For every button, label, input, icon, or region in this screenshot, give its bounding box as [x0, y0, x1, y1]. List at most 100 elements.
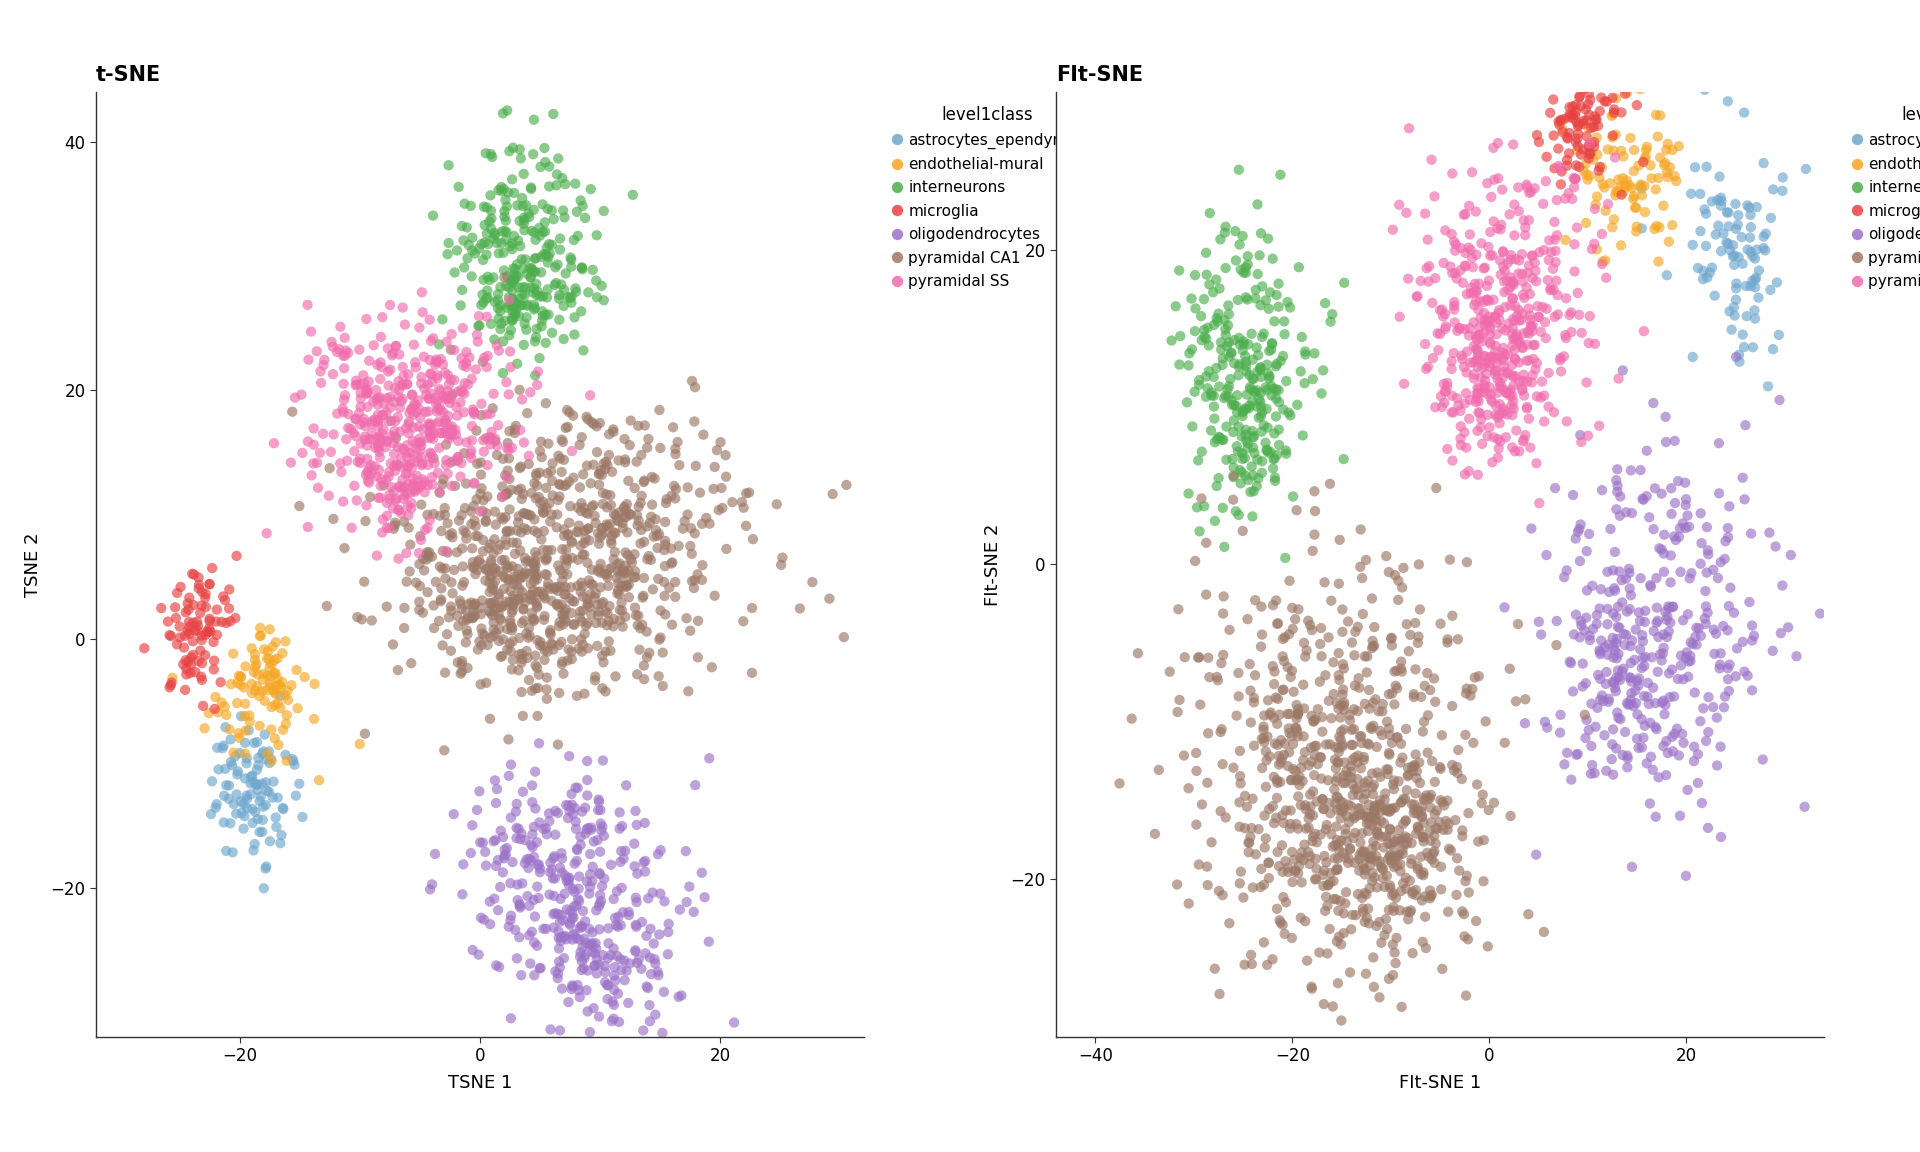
Point — [257, 772, 288, 790]
Point — [737, 664, 768, 682]
Point — [474, 430, 505, 448]
Point — [1713, 217, 1743, 235]
Point — [467, 479, 497, 498]
Point — [1578, 235, 1609, 253]
Point — [515, 619, 545, 637]
Point — [1235, 713, 1265, 732]
Point — [1254, 705, 1284, 723]
Point — [563, 841, 593, 859]
Point — [384, 380, 415, 399]
Point — [1292, 952, 1323, 970]
Point — [1338, 809, 1369, 827]
Point — [547, 596, 578, 614]
Point — [1198, 367, 1229, 386]
Point — [1123, 644, 1154, 662]
Point — [538, 486, 568, 505]
Point — [543, 904, 574, 923]
Point — [1413, 706, 1444, 725]
Point — [492, 484, 522, 502]
Point — [186, 627, 217, 645]
Point — [298, 454, 328, 472]
Point — [1594, 583, 1624, 601]
Point — [505, 237, 536, 256]
Point — [1413, 257, 1444, 275]
Point — [194, 575, 225, 593]
Point — [586, 461, 616, 479]
Point — [1371, 919, 1402, 938]
Point — [1599, 673, 1630, 691]
Point — [493, 422, 524, 440]
Point — [1553, 144, 1584, 162]
Point — [516, 259, 547, 278]
Point — [474, 539, 505, 558]
Point — [482, 285, 513, 303]
Point — [1463, 301, 1494, 319]
Point — [468, 348, 499, 366]
Point — [1467, 358, 1498, 377]
Point — [490, 202, 520, 220]
Point — [1275, 771, 1306, 789]
Point — [576, 560, 607, 578]
Point — [634, 514, 664, 532]
Point — [1567, 433, 1597, 452]
Point — [543, 556, 574, 575]
Point — [1640, 479, 1670, 498]
Point — [1273, 863, 1304, 881]
Point — [1384, 901, 1415, 919]
Point — [1653, 622, 1684, 641]
Point — [1190, 387, 1221, 406]
Point — [1340, 905, 1371, 924]
Point — [1327, 1011, 1357, 1030]
Point — [1576, 695, 1607, 713]
Point — [518, 590, 549, 608]
Point — [1496, 278, 1526, 296]
Point — [225, 793, 255, 811]
Point — [1267, 347, 1298, 365]
Point — [396, 458, 426, 477]
Point — [328, 403, 359, 422]
Point — [1448, 274, 1478, 293]
Point — [1530, 713, 1561, 732]
Point — [1461, 393, 1492, 411]
Point — [1465, 410, 1496, 429]
Point — [1332, 849, 1363, 867]
Point — [1590, 726, 1620, 744]
Point — [1638, 520, 1668, 538]
Point — [1572, 170, 1603, 189]
Point — [474, 427, 505, 446]
Point — [503, 560, 534, 578]
Point — [1620, 218, 1651, 236]
Point — [1332, 612, 1363, 630]
Point — [1453, 197, 1484, 215]
Point — [1313, 691, 1344, 710]
Point — [1419, 854, 1450, 872]
Point — [1484, 406, 1515, 424]
Point — [580, 956, 611, 975]
Point — [1492, 406, 1523, 424]
Point — [1323, 902, 1354, 920]
Point — [497, 138, 528, 157]
Point — [509, 165, 540, 183]
Point — [1498, 377, 1528, 395]
Point — [1494, 659, 1524, 677]
Point — [1319, 872, 1350, 890]
Point — [420, 353, 451, 371]
Point — [1419, 1145, 1450, 1152]
Point — [1484, 378, 1515, 396]
Point — [1267, 806, 1298, 825]
Point — [509, 520, 540, 538]
Point — [1392, 767, 1423, 786]
Point — [1402, 761, 1432, 780]
Point — [520, 263, 551, 281]
Point — [409, 379, 440, 397]
Point — [1300, 344, 1331, 363]
Point — [541, 518, 572, 537]
Point — [586, 554, 616, 573]
Point — [1649, 562, 1680, 581]
Point — [1659, 528, 1690, 546]
Point — [1265, 166, 1296, 184]
Point — [1415, 681, 1446, 699]
Point — [1438, 296, 1469, 314]
Point — [1188, 290, 1219, 309]
Point — [1692, 205, 1722, 223]
